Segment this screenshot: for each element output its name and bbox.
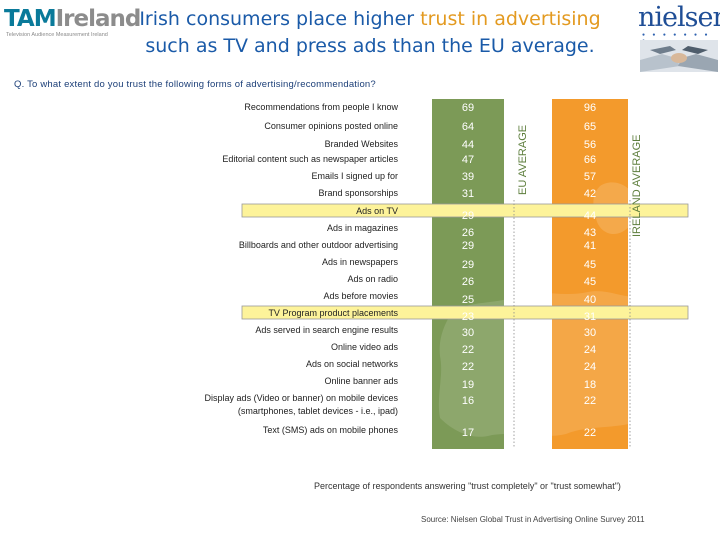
eu-value-label: 69 — [462, 102, 474, 114]
eu-value-label: 29 — [462, 259, 474, 271]
category-label: Recommendations from people I know — [244, 102, 398, 112]
category-label: TV Program product placements — [268, 308, 398, 318]
category-label: Ads on radio — [347, 274, 398, 284]
category-label: Emails I signed up for — [311, 171, 398, 181]
ireland-value-label: 22 — [584, 395, 596, 407]
eu-value-label: 44 — [462, 139, 474, 151]
ireland-value-label: 96 — [584, 102, 596, 114]
eu-value-label: 23 — [462, 311, 474, 323]
title-line1-text: Irish consumers place higher — [139, 8, 421, 30]
ireland-value-label: 65 — [584, 121, 596, 133]
slide-title: Irish consumers place higher trust in ad… — [120, 6, 620, 60]
category-label: Ads on social networks — [306, 359, 399, 369]
eu-value-label: 16 — [462, 395, 474, 407]
category-label: Display ads (Video or banner) on mobile … — [205, 393, 399, 403]
eu-value-label: 22 — [462, 361, 474, 373]
europe-map-silhouette — [438, 291, 640, 437]
category-label: Editorial content such as newspaper arti… — [222, 154, 398, 164]
title-line2-text: such as TV and press ads than the EU ave… — [145, 35, 595, 57]
category-label: Online video ads — [331, 342, 399, 352]
ireland-average-band — [552, 99, 628, 449]
ireland-average-legend: IRELAND AVERAGE — [631, 135, 643, 238]
eu-value-label: 47 — [462, 154, 474, 166]
eu-average-legend: EU AVERAGE — [517, 125, 529, 195]
ireland-value-label: 24 — [584, 344, 596, 356]
eu-value-label: 29 — [462, 210, 474, 222]
category-label: Ads in magazines — [327, 223, 399, 233]
title-highlight-text: trust in advertising — [420, 8, 601, 30]
highlight-row-box — [241, 203, 689, 218]
eu-value-label: 26 — [462, 276, 474, 288]
tam-ireland-logo-text: TAMIreland — [4, 6, 141, 32]
ireland-value-label: 42 — [584, 188, 596, 200]
survey-question: Q. To what extent do you trust the follo… — [14, 79, 376, 90]
category-label: Consumer opinions posted online — [264, 121, 398, 131]
eu-value-label: 17 — [462, 427, 474, 439]
ireland-value-label: 56 — [584, 139, 596, 151]
ireland-value-label: 18 — [584, 379, 596, 391]
ireland-value-label: 45 — [584, 276, 596, 288]
category-label: Branded Websites — [325, 139, 399, 149]
eu-value-label: 29 — [462, 240, 474, 252]
category-label: Ads on TV — [356, 206, 398, 216]
ireland-value-label: 40 — [584, 294, 596, 306]
eu-value-label: 30 — [462, 327, 474, 339]
ireland-value-label: 24 — [584, 361, 596, 373]
tam-ireland-logo: TAMIreland Television Audience Measureme… — [4, 6, 141, 40]
category-label: Billboards and other outdoor advertising — [239, 240, 398, 250]
ireland-value-label: 44 — [584, 210, 596, 222]
ireland-value-label: 22 — [584, 427, 596, 439]
ireland-value-label: 43 — [584, 227, 596, 239]
ireland-value-label: 66 — [584, 154, 596, 166]
eu-value-label: 39 — [462, 171, 474, 183]
category-label: Ads served in search engine results — [255, 325, 398, 335]
ireland-value-label: 30 — [584, 327, 596, 339]
highlight-row-box — [241, 305, 689, 320]
category-label: Ads in newspapers — [322, 257, 399, 267]
tam-ireland-subtitle: Television Audience Measurement Ireland — [6, 32, 108, 38]
eu-value-label: 64 — [462, 121, 474, 133]
ireland-value-label: 57 — [584, 171, 596, 183]
category-label-subline: (smartphones, tablet devices - i.e., ipa… — [238, 406, 398, 416]
source-note: Source: Nielsen Global Trust in Advertis… — [421, 515, 645, 524]
handshake-photo-icon — [640, 40, 718, 72]
nielsen-wordmark: nielsen — [638, 2, 720, 33]
eu-value-label: 19 — [462, 379, 474, 391]
eu-value-label: 25 — [462, 294, 474, 306]
nielsen-logo: nielsen ● ● ● ● ● ● ● ● — [636, 2, 720, 72]
category-label: Brand sponsorships — [318, 188, 398, 198]
chart-footnote: Percentage of respondents answering "tru… — [314, 481, 621, 491]
category-label: Ads before movies — [323, 291, 398, 301]
category-label: Text (SMS) ads on mobile phones — [263, 425, 399, 435]
eu-value-label: 31 — [462, 188, 474, 200]
category-label: Online banner ads — [324, 376, 398, 386]
eu-average-band — [432, 99, 504, 449]
eu-value-label: 26 — [462, 227, 474, 239]
eu-value-label: 22 — [462, 344, 474, 356]
ireland-value-label: 41 — [584, 240, 596, 252]
ireland-value-label: 31 — [584, 311, 596, 323]
ireland-value-label: 45 — [584, 259, 596, 271]
